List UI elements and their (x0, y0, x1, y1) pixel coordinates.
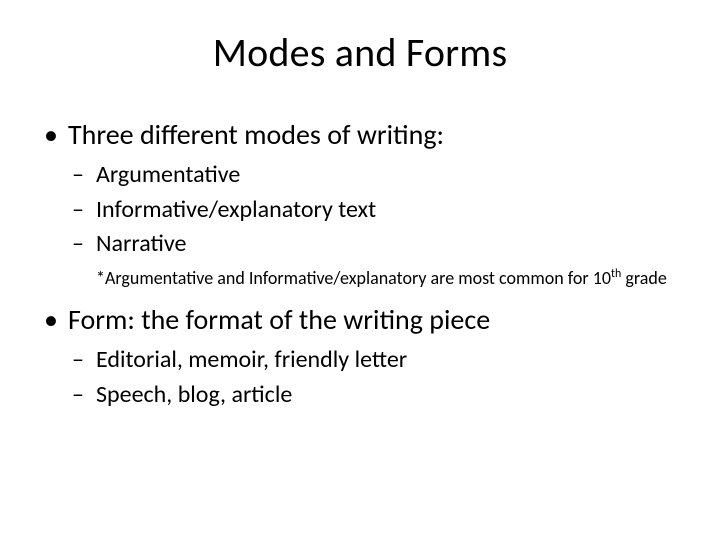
note-text: *Argumentative and Informative/explanato… (96, 267, 680, 290)
note-prefix: *Argumentative and Informative/explanato… (96, 267, 611, 289)
sub-bullet-list: Argumentative Informative/explanatory te… (68, 159, 680, 260)
sub-bullet-item: Informative/explanatory text (68, 194, 680, 226)
bullet-list: Three different modes of writing: Argume… (40, 117, 680, 411)
sub-bullet-item: Editorial, memoir, friendly letter (68, 344, 680, 376)
note-super: th (611, 267, 621, 281)
bullet-item-modes: Three different modes of writing: Argume… (40, 117, 680, 290)
bullet-item-form: Form: the format of the writing piece Ed… (40, 302, 680, 411)
bullet-text: Three different modes of writing: (68, 117, 444, 152)
sub-bullet-item: Speech, blog, article (68, 379, 680, 411)
bullet-text: Form: the format of the writing piece (68, 302, 490, 337)
note-suffix: grade (621, 267, 666, 289)
sub-bullet-list: Editorial, memoir, friendly letter Speec… (68, 344, 680, 411)
slide: Modes and Forms Three different modes of… (0, 0, 720, 540)
sub-bullet-item: Argumentative (68, 159, 680, 191)
sub-bullet-item: Narrative (68, 228, 680, 260)
slide-title: Modes and Forms (40, 28, 680, 77)
